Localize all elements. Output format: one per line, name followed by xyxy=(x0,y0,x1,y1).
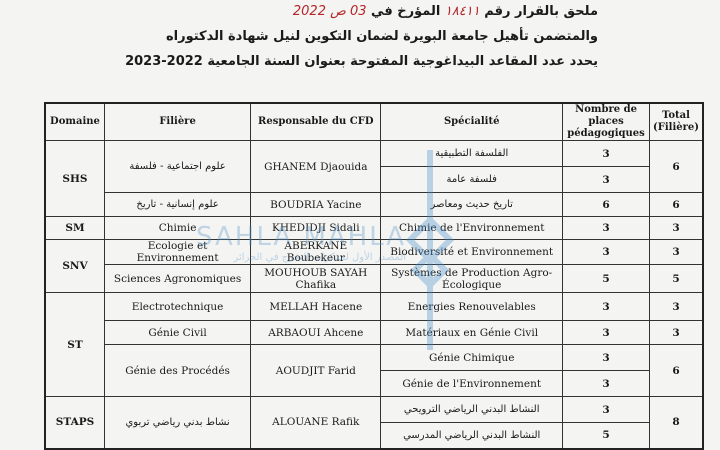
places-cell: 3 xyxy=(562,216,651,240)
total-cell: 8 xyxy=(649,396,704,449)
places-cell: 3 xyxy=(562,140,651,167)
header-line-1: ملحق بالقرار رقم ١٨٤١١ المؤرخ في 03 ص 20… xyxy=(150,4,598,19)
total-cell: 6 xyxy=(649,192,704,217)
filiere-cell: Electrotechnique xyxy=(103,292,252,321)
filiere-cell: علوم إنسانية - تاريخ xyxy=(103,192,252,217)
decision-prefix: ملحق بالقرار رقم xyxy=(484,4,598,19)
specialite-cell: Génie de l'Environnement xyxy=(380,370,564,397)
filiere-cell: علوم اجتماعية - فلسفة xyxy=(103,140,252,193)
col-filiere: Filière xyxy=(103,102,252,141)
domaine-cell: ST xyxy=(44,292,105,397)
decision-date: 03 ص 2022 xyxy=(292,4,367,19)
specialite-cell: الفلسفة التطبيقية xyxy=(380,140,564,167)
total-cell: 6 xyxy=(649,140,704,193)
responsable-cell: MELLAH Hacene xyxy=(250,292,382,321)
header-line-3: يحدد عدد المقاعد البيداغوجية المفتوحة بع… xyxy=(125,54,598,69)
filiere-cell: نشاط بدني رياضي تربوي xyxy=(103,396,252,449)
total-cell: 5 xyxy=(649,264,704,293)
total-cell: 3 xyxy=(649,292,704,321)
responsable-cell: ALOUANE Rafik xyxy=(250,396,382,449)
responsable-cell: GHANEM Djaouida xyxy=(250,140,382,193)
table-row: Sciences Agronomiques MOUHOUB SAYAH Chafi… xyxy=(45,264,704,293)
specialite-cell: Génie Chimique xyxy=(380,344,564,371)
dated-label: المؤرخ في xyxy=(371,4,441,19)
specialite-cell: Energies Renouvelables xyxy=(380,292,564,321)
places-cell: 3 xyxy=(562,396,651,423)
places-cell: 3 xyxy=(562,370,651,397)
table-row: فلسفة عامة 3 xyxy=(45,166,703,193)
table-row: Génie des Procédés AOUDJIT Farid Génie Chi… xyxy=(45,344,704,397)
table-header: Domaine Filière Responsable du CFD Spéci… xyxy=(44,102,704,141)
responsable-cell: ABERKANE Boubekeur xyxy=(250,239,382,265)
total-cell: 6 xyxy=(649,344,704,397)
specialite-cell: النشاط البدني الرياضي الترويحي xyxy=(380,396,564,423)
responsable-cell: MOUHOUB SAYAH Chafika xyxy=(250,264,382,293)
decision-number: ١٨٤١١ xyxy=(444,4,480,19)
total-cell: 3 xyxy=(649,216,704,240)
col-places: Nombre de places pédagogiques xyxy=(562,102,651,141)
specialite-cell: Systèmes de Production Agro-Écologique xyxy=(380,264,564,293)
total-cell: 3 xyxy=(649,239,704,265)
responsable-cell: BOUDRIA Yacine xyxy=(250,192,382,217)
filiere-cell: Ecologie et Environnement xyxy=(103,239,252,265)
col-responsable: Responsable du CFD xyxy=(250,102,382,141)
filiere-cell: Génie des Procédés xyxy=(103,344,252,397)
total-cell: 3 xyxy=(649,320,704,345)
responsable-cell: KHEDIDJI Sidali xyxy=(250,216,382,240)
table-row: STAPS نشاط بدني رياضي تربوي ALOUANE Rafik ا… xyxy=(44,396,704,449)
specialite-cell: Matériaux en Génie Civil xyxy=(380,320,564,345)
responsable-cell: ARBAOUI Ahcene xyxy=(250,320,382,345)
table-row: SNV Ecologie et Environnement ABERKANE Bou… xyxy=(44,239,704,293)
table-row: علوم إنسانية - تاريخ BOUDRIA Yacine تاريخ … xyxy=(45,192,704,217)
places-cell: 3 xyxy=(562,166,651,193)
domaine-cell: SHS xyxy=(44,140,105,217)
specialite-cell: Biodiversité et Environnement xyxy=(380,239,564,265)
col-domaine: Domaine xyxy=(44,102,105,141)
places-cell: 3 xyxy=(562,239,651,265)
places-cell: 5 xyxy=(562,264,651,293)
table-row: Génie Civil ARBAOUI Ahcene Matériaux en Gé… xyxy=(45,320,704,345)
places-table: Domaine Filière Responsable du CFD Spéci… xyxy=(44,102,704,450)
responsable-cell: AOUDJIT Farid xyxy=(250,344,382,397)
places-cell: 3 xyxy=(562,344,651,371)
specialite-cell: Chimie de l'Environnement xyxy=(380,216,564,240)
table-row: SM Chimie KHEDIDJI Sidali Chimie de l'Envir… xyxy=(44,216,704,240)
header-line-2: والمتضمن تأهيل جامعة البويرة لضمان التكو… xyxy=(165,29,598,44)
domaine-cell: STAPS xyxy=(44,396,105,449)
table-row: ST Electrotechnique MELLAH Hacene Energies … xyxy=(44,292,704,397)
filiere-cell: Chimie xyxy=(103,216,252,240)
specialite-cell: فلسفة عامة xyxy=(380,166,564,193)
col-specialite: Spécialité xyxy=(380,102,564,141)
places-cell: 3 xyxy=(562,292,651,321)
filiere-cell: Génie Civil xyxy=(103,320,252,345)
domaine-cell: SNV xyxy=(44,239,105,293)
table-row: SHS علوم اجتماعية - فلسفة GHANEM Djaouida ا… xyxy=(44,140,704,217)
domaine-cell: SM xyxy=(44,216,105,240)
specialite-cell: تاريخ حديث ومعاصر xyxy=(380,192,564,217)
places-cell: 3 xyxy=(562,320,651,345)
filiere-cell: Sciences Agronomiques xyxy=(103,264,252,293)
col-total: Total (Filière) xyxy=(649,102,704,141)
places-cell: 6 xyxy=(562,192,651,217)
